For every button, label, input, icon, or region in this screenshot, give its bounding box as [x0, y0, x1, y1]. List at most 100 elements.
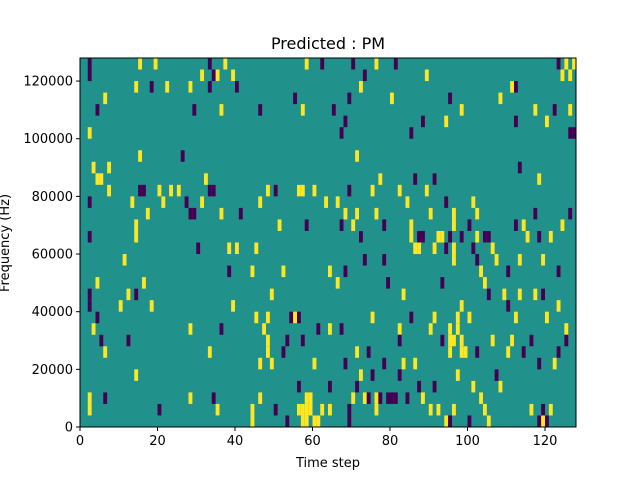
heatmap-cell: [494, 369, 499, 381]
heatmap-cell: [401, 357, 406, 370]
heatmap-cell: [436, 230, 441, 243]
heatmap-cell: [134, 288, 139, 301]
heatmap-cell: [564, 58, 569, 70]
heatmap-cell: [207, 184, 212, 197]
heatmap-cell: [421, 115, 425, 128]
heatmap-cell: [331, 104, 336, 116]
heatmap-cell: [556, 58, 561, 70]
heatmap-cell: [207, 81, 212, 93]
heatmap-cell: [87, 300, 92, 312]
heatmap-cell: [339, 323, 344, 335]
heatmap-cell: [204, 173, 208, 185]
heatmap-cell: [188, 207, 193, 220]
heatmap-cell: [335, 277, 340, 289]
heatmap-cell: [452, 242, 456, 255]
heatmap-cell: [149, 300, 154, 312]
x-tick-label: 80: [382, 434, 399, 449]
heatmap-cell: [107, 184, 112, 197]
heatmap-cell: [517, 288, 522, 301]
heatmap-cell: [95, 311, 100, 324]
heatmap-cell: [281, 346, 286, 358]
heatmap-cell: [235, 242, 239, 255]
heatmap-cell: [471, 196, 476, 208]
heatmap-cell: [537, 357, 542, 370]
heatmap-cell: [525, 230, 530, 243]
heatmap-cell: [343, 265, 348, 278]
heatmap-cell: [219, 323, 224, 335]
heatmap-cell: [556, 346, 561, 358]
heatmap-cell: [126, 288, 131, 301]
y-tick-label: 20000: [32, 363, 73, 378]
heatmap-cell: [297, 403, 301, 416]
heatmap-cell: [537, 230, 542, 243]
heatmap-cell: [432, 173, 437, 185]
heatmap-cell: [541, 403, 546, 416]
heatmap-cell: [297, 311, 301, 324]
heatmap-cell: [514, 311, 518, 324]
heatmap-cell: [200, 69, 205, 82]
heatmap-cell: [207, 346, 212, 358]
heatmap-cell: [347, 403, 352, 416]
heatmap-cell: [428, 323, 433, 335]
heatmap-cell: [378, 392, 383, 404]
x-tick-label: 20: [149, 434, 166, 449]
heatmap-cell: [479, 392, 484, 404]
heatmap-cell: [95, 104, 100, 116]
y-tick-label: 80000: [32, 190, 73, 205]
heatmap-cell: [459, 230, 464, 243]
chart-title: Predicted : PM: [271, 34, 385, 53]
heatmap-cell: [250, 415, 255, 427]
heatmap-cell: [452, 219, 456, 231]
heatmap-cell: [103, 92, 108, 105]
heatmap-cell: [572, 127, 577, 139]
heatmap-cell: [366, 392, 371, 404]
heatmap-cell: [537, 415, 542, 427]
heatmap-cell: [428, 207, 433, 220]
heatmap-cell: [91, 323, 96, 335]
heatmap-cell: [366, 346, 371, 358]
heatmap-cell: [227, 265, 232, 278]
x-axis-label: Time step: [295, 456, 360, 471]
heatmap-cell: [258, 104, 263, 116]
heatmap-cell: [448, 323, 453, 335]
heatmap-cell: [413, 173, 418, 185]
heatmap-cell: [339, 219, 344, 231]
heatmap-cell: [250, 265, 255, 278]
heatmap-cell: [347, 92, 352, 105]
heatmap-cell: [517, 254, 522, 266]
heatmap-cell: [401, 288, 406, 301]
heatmap-cell: [138, 184, 143, 197]
heatmap-cell: [87, 403, 92, 416]
heatmap-cell: [483, 230, 487, 243]
heatmap-cell: [533, 288, 538, 301]
heatmap-cell: [149, 81, 154, 93]
x-tick-label: 0: [76, 434, 84, 449]
heatmap-cell: [475, 230, 480, 243]
heatmap-cell: [421, 230, 425, 243]
heatmap-cell: [560, 219, 565, 231]
heatmap-cell: [359, 81, 363, 93]
heatmap-cell: [285, 334, 290, 347]
heatmap-cell: [386, 392, 391, 404]
heatmap-cell: [452, 207, 456, 220]
heatmap-cell: [459, 104, 464, 116]
heatmap-cell: [219, 104, 224, 116]
heatmap-cell: [343, 207, 348, 220]
y-axis: 0 20000 40000 60000 80000 100000 120000: [23, 75, 80, 436]
heatmap-cell: [281, 265, 286, 278]
heatmap-cell: [432, 242, 437, 255]
heatmap-cell: [277, 219, 282, 231]
heatmap-cell: [362, 254, 367, 266]
heatmap-cell: [452, 403, 456, 416]
heatmap-cell: [343, 115, 348, 128]
heatmap-cell: [568, 207, 573, 220]
heatmap-cell: [483, 277, 487, 289]
heatmap-cell: [556, 300, 561, 312]
heatmap-cell: [440, 230, 445, 243]
heatmap-cell: [188, 81, 193, 93]
heatmap-cell: [138, 150, 143, 162]
heatmap-cell: [351, 219, 356, 231]
heatmap-cell: [87, 127, 92, 139]
heatmap-cell: [556, 265, 561, 278]
